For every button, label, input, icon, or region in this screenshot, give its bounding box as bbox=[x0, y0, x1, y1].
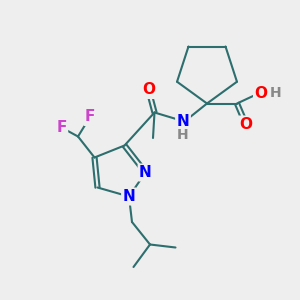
Text: O: O bbox=[239, 117, 253, 132]
Text: N: N bbox=[139, 165, 152, 180]
Text: O: O bbox=[254, 85, 268, 100]
Text: H: H bbox=[269, 86, 281, 100]
Text: F: F bbox=[56, 120, 67, 135]
Text: F: F bbox=[85, 110, 95, 124]
Text: H: H bbox=[177, 128, 189, 142]
Text: N: N bbox=[123, 189, 135, 204]
Text: O: O bbox=[142, 82, 155, 98]
Text: N: N bbox=[177, 114, 189, 129]
